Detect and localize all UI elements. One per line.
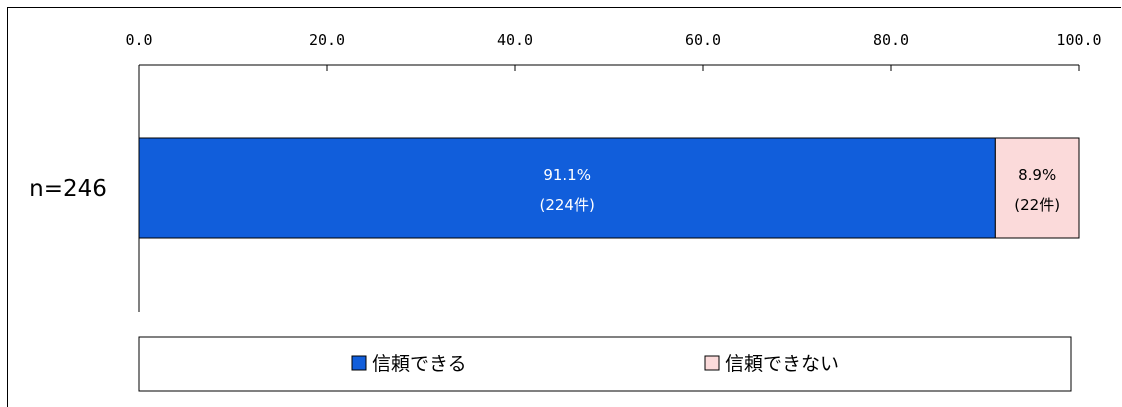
x-tick-label: 60.0 [685,31,721,49]
stacked-bar-chart: 0.0 20.0 40.0 60.0 80.0 100.0 n=246 91.1% (224件… [29,31,1102,392]
legend-swatch [704,355,720,371]
x-tick-label: 80.0 [873,31,909,49]
data-label: (22件) [1014,196,1060,214]
bar-segment [138,137,996,239]
legend-label: 信頼できない [725,353,839,375]
legend-label: 信頼できる [372,353,467,375]
x-tick-label: 0.0 [125,31,152,49]
legend: 信頼できる 信頼できない [138,336,1072,392]
category-label: n=246 [29,176,107,202]
x-axis: 0.0 20.0 40.0 60.0 80.0 100.0 [125,31,1102,312]
data-label: 8.9% [1018,166,1056,184]
bar-segment [994,137,1080,239]
bars: n=246 91.1% (224件) 8.9% (22件) [29,137,1080,239]
chart-frame [7,7,1121,407]
legend-box [138,336,1072,392]
x-tick-label: 20.0 [309,31,345,49]
data-label: (224件) [539,196,594,214]
legend-swatch [351,355,367,371]
x-tick-label: 100.0 [1056,31,1101,49]
data-label: 91.1% [543,166,591,184]
x-tick-label: 40.0 [497,31,533,49]
